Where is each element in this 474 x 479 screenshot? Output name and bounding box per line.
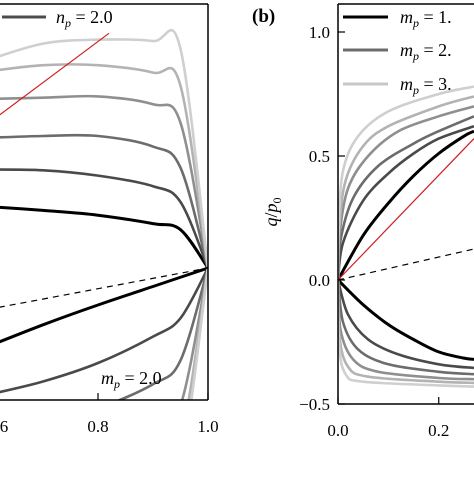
panel-b-legend-label-0: mp = 1. bbox=[400, 7, 452, 30]
panel-b-y-tick-label: 0.0 bbox=[309, 271, 330, 290]
panel-b-y-axis-label: q/p0 bbox=[261, 197, 284, 226]
panel-b-x-tick-label: 0.0 bbox=[327, 421, 348, 440]
panel-b-curve-5 bbox=[338, 85, 474, 281]
panel-b-curve-2 bbox=[338, 115, 474, 281]
panel-a-curve-4 bbox=[0, 63, 208, 269]
panel-a-curve-2 bbox=[0, 133, 208, 269]
panel-b-y-tick-label: 0.5 bbox=[309, 147, 330, 166]
panel-a-curve-9 bbox=[180, 267, 208, 400]
panel-b-curve-7 bbox=[338, 279, 474, 370]
panel-b-curve-1 bbox=[338, 124, 474, 281]
panel-a-legend-label: np = 2.0 bbox=[56, 7, 113, 30]
panel-a-curve-11 bbox=[190, 267, 208, 400]
panel-a-curve-5 bbox=[0, 28, 208, 269]
panel-a-curve-0 bbox=[0, 205, 208, 269]
panel-a-curve-1 bbox=[0, 168, 208, 269]
panel-b-title: (b) bbox=[252, 6, 275, 27]
panel-a-red-line bbox=[0, 32, 110, 116]
panel-b-curve-6 bbox=[338, 278, 474, 361]
panel-b-y-tick-label: 1.0 bbox=[309, 23, 330, 42]
panel-b: 1.0 0.5 0.0 −0.5 0.0 0.2 (b) q/p0 mp = 1. mp = 2.… bbox=[252, 3, 474, 440]
panel-b-dashed-line bbox=[338, 248, 474, 281]
panel-b-legend-label-1: mp = 2. bbox=[400, 40, 452, 63]
panel-b-red-line bbox=[338, 138, 474, 281]
panel-a-x-tick-label: 0.8 bbox=[87, 417, 108, 436]
panel-b-plot bbox=[338, 85, 474, 388]
panel-a-curve-3 bbox=[0, 94, 208, 269]
panel-b-curve-0 bbox=[338, 129, 474, 281]
panel-a-x-tick-label: 1.0 bbox=[197, 417, 218, 436]
panel-a: 6 0.8 1.0 np = 2.0 mp = 2.0 bbox=[0, 3, 219, 436]
panel-a-dashed-line bbox=[0, 267, 208, 308]
panel-b-x-tick-label: 0.2 bbox=[428, 421, 449, 440]
panel-a-curve-8 bbox=[116, 267, 208, 400]
panel-b-curve-11 bbox=[338, 279, 474, 388]
panel-a-x-tick-label: 6 bbox=[0, 417, 8, 436]
panel-a-plot bbox=[0, 28, 208, 400]
panel-b-curve-8 bbox=[338, 279, 474, 376]
panel-a-annotation: mp = 2.0 bbox=[101, 368, 162, 391]
panel-b-y-tick-label: −0.5 bbox=[299, 395, 330, 414]
panel-b-legend-label-2: mp = 3. bbox=[400, 74, 452, 97]
panel-a-curve-6 bbox=[0, 266, 208, 344]
panel-a-curve-10 bbox=[187, 267, 208, 400]
panel-a-curve-7 bbox=[0, 267, 208, 394]
